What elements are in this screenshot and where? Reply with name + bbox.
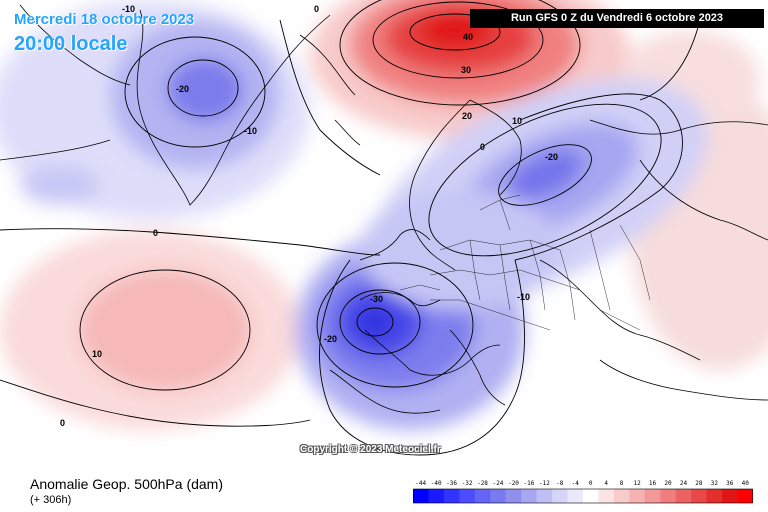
legend-tick-label: 28 <box>695 480 703 487</box>
legend-tick-label: -24 <box>493 480 504 487</box>
legend-swatch <box>722 489 738 503</box>
country-borders <box>399 194 651 331</box>
legend-tick-label: 32 <box>711 480 719 487</box>
legend-tick-label: 8 <box>620 480 624 487</box>
model-run-banner: Run GFS 0 Z du Vendredi 6 octobre 2023 <box>470 9 764 28</box>
legend-tick-label: 12 <box>633 480 641 487</box>
contour-label: 0 <box>60 418 65 428</box>
legend-swatch <box>598 489 615 503</box>
contour-label: -20 <box>176 84 189 94</box>
contour-label: -10 <box>517 292 530 302</box>
legend-tick-label: 40 <box>742 480 750 487</box>
legend-tick-label: 36 <box>726 480 734 487</box>
legend-swatch <box>536 489 553 503</box>
legend-swatch <box>691 489 708 503</box>
legend-swatch <box>443 489 460 503</box>
legend-swatch <box>583 489 599 503</box>
contour-labels: -10 -20 -10 0 40 30 20 10 -20 0 -30 -20 … <box>60 4 558 428</box>
legend-swatch <box>552 489 568 503</box>
legend-swatch <box>706 489 723 503</box>
legend-tick-label: 20 <box>664 480 672 487</box>
legend-swatch <box>490 489 507 503</box>
anomaly-field: -10 -20 -10 0 40 30 20 10 -20 0 -30 -20 … <box>0 0 768 456</box>
contour-label: -10 <box>122 4 135 14</box>
legend-border <box>413 488 753 504</box>
copyright-notice: Copyright © 2023 Meteociel.fr <box>300 444 441 455</box>
contour-label: 20 <box>462 111 472 121</box>
legend-tick-label: -12 <box>539 480 550 487</box>
legend-tick-label: -16 <box>523 480 534 487</box>
legend-swatch <box>428 489 445 503</box>
legend-swatch <box>660 489 677 503</box>
legend-tick-label: -32 <box>462 480 473 487</box>
forecast-date: Mercredi 18 octobre 2023 <box>14 11 195 28</box>
legend-swatch <box>675 489 692 503</box>
contour-label: 0 <box>480 142 485 152</box>
legend-swatch <box>505 489 522 503</box>
isohypses <box>0 0 701 456</box>
legend-swatch <box>644 489 661 503</box>
contour-label: 10 <box>512 116 522 126</box>
legend-swatch <box>737 489 753 503</box>
legend-swatch <box>413 489 429 503</box>
legend-swatch <box>521 489 538 503</box>
legend-tick-label: -28 <box>477 480 488 487</box>
map-title: Anomalie Geop. 500hPa (dam) <box>30 476 223 492</box>
contour-label: -20 <box>545 152 558 162</box>
legend-tick-label: -4 <box>572 480 580 487</box>
contour-label: 10 <box>92 349 102 359</box>
legend-tick-label: 4 <box>604 480 608 487</box>
legend-tick-label: 24 <box>680 480 688 487</box>
legend-swatch <box>567 489 584 503</box>
forecast-lead-time: (+ 306h) <box>30 494 72 506</box>
legend-tick-label: -44 <box>415 480 426 487</box>
legend-swatch <box>629 489 646 503</box>
legend-swatch <box>474 489 491 503</box>
contour-label: 0 <box>314 4 319 14</box>
legend-tick-label: -36 <box>446 480 457 487</box>
legend-tick-label: 16 <box>649 480 657 487</box>
contour-label: 0 <box>153 228 158 238</box>
color-scale-legend: -44 -40 -36 -32 -28 -24 -20 -16 -12 -8 -4 0 4 8 12 16 20… <box>413 480 753 504</box>
forecast-time: 20:00 locale <box>14 33 128 55</box>
contour-label: 30 <box>461 65 471 75</box>
legend-swatch <box>613 489 630 503</box>
contour-label: -10 <box>244 126 257 136</box>
legend-tick-label: -8 <box>556 480 564 487</box>
coastlines <box>0 4 768 414</box>
legend-tick-label: -20 <box>508 480 519 487</box>
contour-label: -30 <box>370 294 383 304</box>
contour-label: -20 <box>324 334 337 344</box>
contour-label: 40 <box>463 32 473 42</box>
legend-swatch <box>459 489 476 503</box>
legend-tick-label: -40 <box>431 480 442 487</box>
legend-tick-label: 0 <box>589 480 593 487</box>
anomaly-map: -10 -20 -10 0 40 30 20 10 -20 0 -30 -20 … <box>0 0 768 456</box>
